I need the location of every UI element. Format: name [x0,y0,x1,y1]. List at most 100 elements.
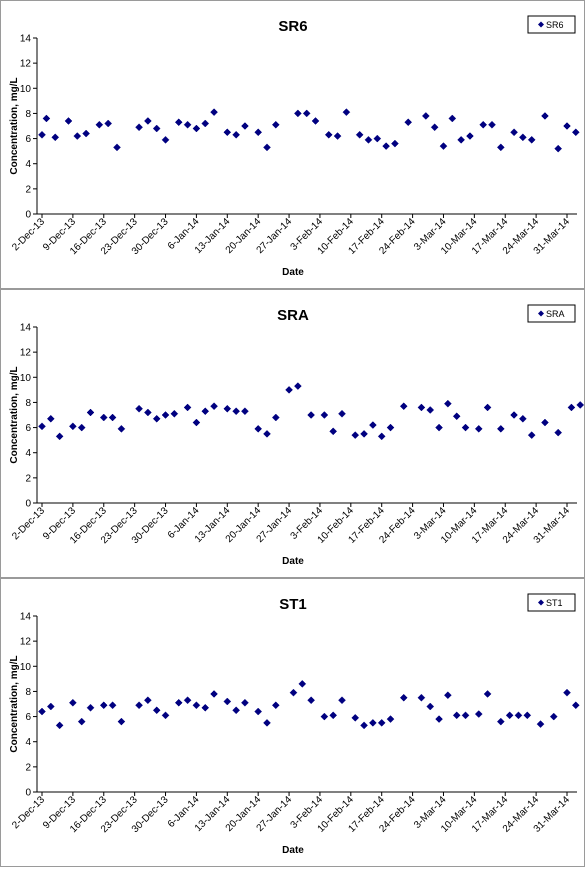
y-tick-label: 8 [25,398,31,409]
data-point [210,402,218,411]
data-point [466,132,474,140]
data-point [571,128,580,137]
data-point [152,706,161,715]
data-point [241,407,249,416]
data-point [223,404,232,413]
data-point [271,413,280,422]
data-point [64,117,73,125]
y-tick-label: 12 [20,59,32,70]
y-axis-label: Concentration, mg/L [9,77,20,174]
y-tick-label: 14 [20,34,32,45]
data-point [563,688,571,697]
data-point [108,701,117,710]
data-point [135,701,143,710]
y-tick-label: 0 [25,210,31,221]
data-point [324,130,333,139]
data-point [391,139,399,148]
data-point [360,721,368,730]
data-point [360,430,368,438]
data-point [241,122,249,130]
data-point [254,707,263,716]
data-point [496,717,505,726]
data-point [38,707,46,716]
data-point [549,712,558,721]
data-point [210,108,218,117]
y-tick-label: 12 [20,348,32,359]
chart-title: ST1 [279,596,307,613]
data-point [192,124,201,133]
legend-label: ST1 [546,598,563,608]
y-tick-label: 4 [25,159,31,170]
data-point [69,422,77,431]
data-point [311,117,320,125]
data-point [444,399,452,408]
data-point [444,691,452,700]
chart-panel-st1: ST1 Concentration, mg/L 0 2 4 6 8 10 12 14 2-Dec-1… [0,578,585,867]
data-point [307,411,315,419]
x-tick-label: 2-Dec-13 [10,505,47,542]
data-point [201,119,210,128]
data-point [46,702,55,711]
data-point [377,719,386,727]
y-tick-label: 2 [25,762,31,773]
data-point [373,134,382,143]
data-point [364,135,373,144]
y-tick-label: 0 [25,499,31,510]
data-point [430,123,439,132]
data-point [241,698,249,707]
data-point [298,680,307,688]
y-tick-label: 10 [20,373,32,384]
data-point [329,711,338,720]
data-point [510,411,518,419]
data-point [351,713,360,722]
data-point [183,403,192,412]
data-point [232,407,240,416]
y-axis-label: Concentration, mg/L [9,655,20,752]
data-point [571,701,580,710]
data-point [479,120,488,129]
data-point [576,401,585,409]
data-point [514,711,523,720]
data-point [377,432,386,441]
data-point [51,133,60,142]
data-point [307,696,315,705]
data-point [519,133,527,142]
y-tick-label: 8 [25,109,31,120]
data-point [232,130,240,139]
data-point [82,129,90,138]
y-tick-label: 14 [20,323,32,334]
y-tick-label: 2 [25,473,31,484]
y-axis-label: Concentration, mg/L [9,366,20,463]
data-point [210,690,218,698]
data-point [254,424,263,433]
data-point [488,120,496,129]
data-point [417,693,426,702]
data-point [355,130,364,139]
data-point [386,715,395,723]
y-tick-label: 2 [25,184,31,195]
data-point [320,712,329,721]
y-tick-label: 6 [25,712,31,723]
data-point [104,119,113,128]
data-point [426,702,435,711]
data-point [170,409,179,418]
data-point [496,424,505,433]
data-point [505,711,514,720]
data-point [567,403,576,412]
data-point [117,424,126,433]
data-point [435,715,443,723]
data-point [386,423,395,432]
data-point [351,431,360,439]
data-point [161,411,170,419]
data-point [271,701,280,710]
data-point [77,717,86,726]
y-tick-label: 4 [25,737,31,748]
data-point [99,701,108,710]
x-axis-label: Date [282,267,304,278]
data-point [223,697,232,706]
data-point [271,120,280,129]
legend: SR6 [527,15,576,34]
data-point [42,114,51,123]
y-tick-label: 4 [25,448,31,459]
data-point [483,690,492,698]
